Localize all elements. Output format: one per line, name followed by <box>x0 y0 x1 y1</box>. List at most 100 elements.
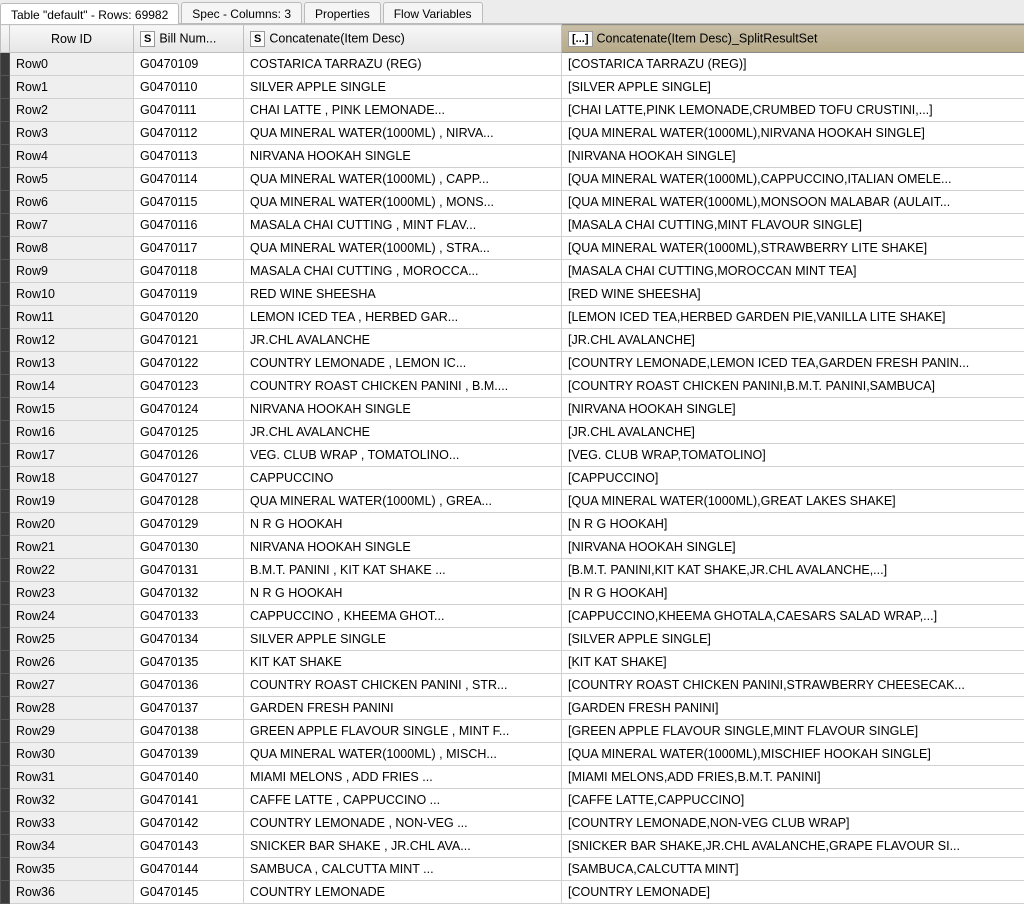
cell-rowid[interactable]: Row19 <box>10 490 134 513</box>
cell-item-desc[interactable]: COUNTRY ROAST CHICKEN PANINI , B.M.... <box>244 375 562 398</box>
cell-bill-number[interactable]: G0470124 <box>134 398 244 421</box>
header-bill-number[interactable]: SBill Num... <box>134 25 244 53</box>
cell-item-desc[interactable]: COUNTRY LEMONADE , NON-VEG ... <box>244 812 562 835</box>
cell-split-result[interactable]: [QUA MINERAL WATER(1000ML),GREAT LAKES S… <box>562 490 1024 513</box>
table-row[interactable]: Row28G0470137GARDEN FRESH PANINI[GARDEN … <box>1 697 1024 720</box>
cell-rowid[interactable]: Row18 <box>10 467 134 490</box>
cell-split-result[interactable]: [QUA MINERAL WATER(1000ML),MONSOON MALAB… <box>562 191 1024 214</box>
table-row[interactable]: Row13G0470122COUNTRY LEMONADE , LEMON IC… <box>1 352 1024 375</box>
cell-bill-number[interactable]: G0470113 <box>134 145 244 168</box>
cell-split-result[interactable]: [COUNTRY ROAST CHICKEN PANINI,STRAWBERRY… <box>562 674 1024 697</box>
cell-rowid[interactable]: Row2 <box>10 99 134 122</box>
row-selector[interactable] <box>1 536 10 559</box>
cell-bill-number[interactable]: G0470139 <box>134 743 244 766</box>
cell-rowid[interactable]: Row3 <box>10 122 134 145</box>
table-row[interactable]: Row14G0470123COUNTRY ROAST CHICKEN PANIN… <box>1 375 1024 398</box>
row-selector[interactable] <box>1 467 10 490</box>
row-selector[interactable] <box>1 145 10 168</box>
cell-item-desc[interactable]: SAMBUCA , CALCUTTA MINT ... <box>244 858 562 881</box>
cell-rowid[interactable]: Row15 <box>10 398 134 421</box>
cell-rowid[interactable]: Row10 <box>10 283 134 306</box>
row-selector[interactable] <box>1 191 10 214</box>
cell-item-desc[interactable]: NIRVANA HOOKAH SINGLE <box>244 536 562 559</box>
cell-rowid[interactable]: Row22 <box>10 559 134 582</box>
table-row[interactable]: Row10G0470119RED WINE SHEESHA[RED WINE S… <box>1 283 1024 306</box>
cell-split-result[interactable]: [B.M.T. PANINI,KIT KAT SHAKE,JR.CHL AVAL… <box>562 559 1024 582</box>
cell-split-result[interactable]: [COUNTRY LEMONADE,LEMON ICED TEA,GARDEN … <box>562 352 1024 375</box>
row-selector[interactable] <box>1 743 10 766</box>
row-selector[interactable] <box>1 53 10 76</box>
table-row[interactable]: Row16G0470125JR.CHL AVALANCHE[JR.CHL AVA… <box>1 421 1024 444</box>
table-row[interactable]: Row32G0470141CAFFE LATTE , CAPPUCCINO ..… <box>1 789 1024 812</box>
row-selector[interactable] <box>1 421 10 444</box>
table-row[interactable]: Row15G0470124NIRVANA HOOKAH SINGLE[NIRVA… <box>1 398 1024 421</box>
cell-item-desc[interactable]: GARDEN FRESH PANINI <box>244 697 562 720</box>
table-row[interactable]: Row3G0470112QUA MINERAL WATER(1000ML) , … <box>1 122 1024 145</box>
row-selector[interactable] <box>1 99 10 122</box>
cell-rowid[interactable]: Row26 <box>10 651 134 674</box>
cell-rowid[interactable]: Row23 <box>10 582 134 605</box>
cell-bill-number[interactable]: G0470144 <box>134 858 244 881</box>
cell-bill-number[interactable]: G0470114 <box>134 168 244 191</box>
table-row[interactable]: Row33G0470142COUNTRY LEMONADE , NON-VEG … <box>1 812 1024 835</box>
row-selector[interactable] <box>1 214 10 237</box>
cell-rowid[interactable]: Row5 <box>10 168 134 191</box>
cell-rowid[interactable]: Row0 <box>10 53 134 76</box>
cell-rowid[interactable]: Row4 <box>10 145 134 168</box>
cell-rowid[interactable]: Row8 <box>10 237 134 260</box>
table-row[interactable]: Row19G0470128QUA MINERAL WATER(1000ML) ,… <box>1 490 1024 513</box>
cell-bill-number[interactable]: G0470132 <box>134 582 244 605</box>
row-selector[interactable] <box>1 835 10 858</box>
cell-rowid[interactable]: Row6 <box>10 191 134 214</box>
table-row[interactable]: Row6G0470115QUA MINERAL WATER(1000ML) , … <box>1 191 1024 214</box>
cell-rowid[interactable]: Row9 <box>10 260 134 283</box>
cell-item-desc[interactable]: COSTARICA TARRAZU (REG) <box>244 53 562 76</box>
cell-rowid[interactable]: Row25 <box>10 628 134 651</box>
cell-bill-number[interactable]: G0470138 <box>134 720 244 743</box>
cell-bill-number[interactable]: G0470112 <box>134 122 244 145</box>
table-row[interactable]: Row36G0470145COUNTRY LEMONADE[COUNTRY LE… <box>1 881 1024 904</box>
cell-item-desc[interactable]: VEG. CLUB WRAP , TOMATOLINO... <box>244 444 562 467</box>
cell-split-result[interactable]: [CAPPUCCINO] <box>562 467 1024 490</box>
row-selector[interactable] <box>1 375 10 398</box>
table-row[interactable]: Row23G0470132N R G HOOKAH[N R G HOOKAH] <box>1 582 1024 605</box>
cell-item-desc[interactable]: RED WINE SHEESHA <box>244 283 562 306</box>
row-selector[interactable] <box>1 789 10 812</box>
table-row[interactable]: Row29G0470138GREEN APPLE FLAVOUR SINGLE … <box>1 720 1024 743</box>
row-selector[interactable] <box>1 513 10 536</box>
table-row[interactable]: Row5G0470114QUA MINERAL WATER(1000ML) , … <box>1 168 1024 191</box>
cell-rowid[interactable]: Row16 <box>10 421 134 444</box>
cell-item-desc[interactable]: QUA MINERAL WATER(1000ML) , MONS... <box>244 191 562 214</box>
cell-bill-number[interactable]: G0470120 <box>134 306 244 329</box>
table-row[interactable]: Row18G0470127CAPPUCCINO[CAPPUCCINO] <box>1 467 1024 490</box>
cell-item-desc[interactable]: QUA MINERAL WATER(1000ML) , CAPP... <box>244 168 562 191</box>
cell-split-result[interactable]: [QUA MINERAL WATER(1000ML),MISCHIEF HOOK… <box>562 743 1024 766</box>
cell-bill-number[interactable]: G0470135 <box>134 651 244 674</box>
cell-bill-number[interactable]: G0470123 <box>134 375 244 398</box>
cell-split-result[interactable]: [RED WINE SHEESHA] <box>562 283 1024 306</box>
row-selector[interactable] <box>1 283 10 306</box>
table-row[interactable]: Row31G0470140MIAMI MELONS , ADD FRIES ..… <box>1 766 1024 789</box>
row-selector[interactable] <box>1 651 10 674</box>
cell-split-result[interactable]: [COUNTRY LEMONADE] <box>562 881 1024 904</box>
header-concatenate-desc[interactable]: SConcatenate(Item Desc) <box>244 25 562 53</box>
cell-rowid[interactable]: Row14 <box>10 375 134 398</box>
cell-item-desc[interactable]: NIRVANA HOOKAH SINGLE <box>244 145 562 168</box>
cell-split-result[interactable]: [KIT KAT SHAKE] <box>562 651 1024 674</box>
cell-item-desc[interactable]: QUA MINERAL WATER(1000ML) , STRA... <box>244 237 562 260</box>
row-selector[interactable] <box>1 674 10 697</box>
cell-item-desc[interactable]: N R G HOOKAH <box>244 582 562 605</box>
cell-bill-number[interactable]: G0470133 <box>134 605 244 628</box>
cell-item-desc[interactable]: COUNTRY LEMONADE <box>244 881 562 904</box>
cell-item-desc[interactable]: CAPPUCCINO <box>244 467 562 490</box>
table-row[interactable]: Row35G0470144SAMBUCA , CALCUTTA MINT ...… <box>1 858 1024 881</box>
table-row[interactable]: Row30G0470139QUA MINERAL WATER(1000ML) ,… <box>1 743 1024 766</box>
cell-item-desc[interactable]: SILVER APPLE SINGLE <box>244 628 562 651</box>
cell-bill-number[interactable]: G0470145 <box>134 881 244 904</box>
row-selector[interactable] <box>1 352 10 375</box>
cell-item-desc[interactable]: MASALA CHAI CUTTING , MOROCCA... <box>244 260 562 283</box>
cell-item-desc[interactable]: QUA MINERAL WATER(1000ML) , MISCH... <box>244 743 562 766</box>
header-sel[interactable] <box>1 25 10 53</box>
cell-bill-number[interactable]: G0470126 <box>134 444 244 467</box>
table-row[interactable]: Row0G0470109COSTARICA TARRAZU (REG)[COST… <box>1 53 1024 76</box>
